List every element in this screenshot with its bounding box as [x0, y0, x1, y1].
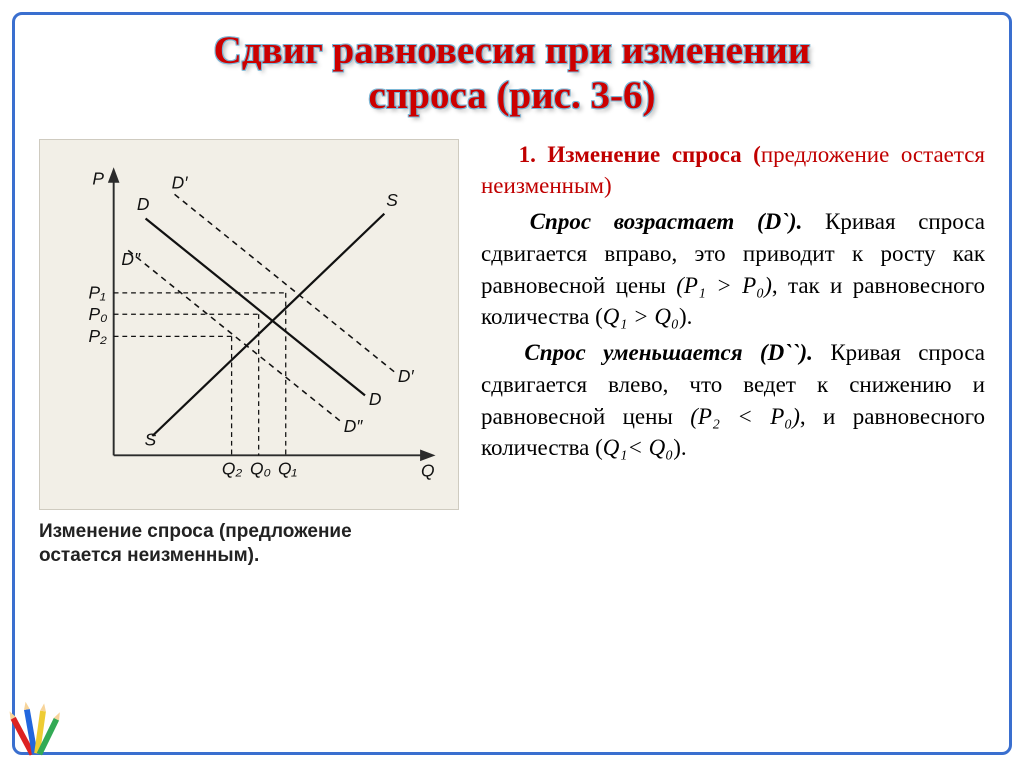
pencils-icon — [2, 697, 70, 765]
label-S-top: S — [386, 190, 398, 210]
p2-end: ). — [679, 304, 692, 329]
label-Q1: Q₁ — [278, 458, 298, 478]
label-Q0: Q₀ — [250, 458, 271, 478]
caption-l1: Изменение спроса (предложение — [39, 521, 352, 542]
label-P1: P₁ — [89, 282, 107, 302]
title-line-2: спроса (рис. 3-6) — [369, 74, 656, 117]
p3-ineq2: Q₁< Q₀ — [603, 435, 673, 460]
label-Dprime-top: D′ — [172, 172, 189, 192]
right-column: 1. Изменение спроса (предложение остаетс… — [481, 139, 985, 468]
label-Q2: Q₂ — [222, 458, 243, 478]
left-column: P Q D D′ D″ S S D D′ D″ P₁ P₀ — [39, 139, 459, 568]
demand-shift-chart: P Q D D′ D″ S S D D′ D″ P₁ P₀ — [46, 146, 452, 504]
paragraph-1: 1. Изменение спроса (предложение остаетс… — [481, 139, 985, 202]
chart-container: P Q D D′ D″ S S D D′ D″ P₁ P₀ — [39, 139, 459, 511]
label-D-top: D — [137, 193, 150, 213]
p2-ineq1: (P₁ > P₀) — [676, 273, 772, 298]
slide-frame: Сдвиг равновесия при изменении спроса (р… — [12, 12, 1012, 755]
p3-ineq1: (P₂ < P₀) — [690, 404, 800, 429]
p2-ineq2: Q₁ > Q₀ — [603, 304, 679, 329]
p3-end: ). — [673, 435, 686, 460]
paragraph-3: Спрос уменьшается (D``). Кривая спроса с… — [481, 337, 985, 464]
slide-title: Сдвиг равновесия при изменении спроса (р… — [39, 29, 985, 119]
chart-caption: Изменение спроса (предложение остается н… — [39, 520, 459, 568]
title-line-1: Сдвиг равновесия при изменении — [214, 29, 811, 72]
axis-label-Q: Q — [421, 460, 435, 480]
label-Ddprime-top: D″ — [121, 249, 141, 269]
caption-l2: остается неизменным). — [39, 545, 259, 566]
p1-lead: 1. Изменение спроса ( — [519, 142, 761, 167]
label-Dprime-bottom: D′ — [398, 366, 415, 386]
label-Ddprime-bottom: D″ — [344, 416, 364, 436]
p2-lead: Спрос возрастает (D`). — [530, 209, 803, 234]
p3-lead: Спрос уменьшается (D``). — [524, 340, 813, 365]
label-D-bottom: D — [369, 389, 382, 409]
label-S-bottom: S — [145, 429, 157, 449]
paragraph-2: Спрос возрастает (D`). Кривая спроса сдв… — [481, 206, 985, 333]
label-P0: P₀ — [89, 304, 108, 324]
label-P2: P₂ — [89, 326, 108, 346]
axis-label-P: P — [92, 168, 104, 188]
content-row: P Q D D′ D″ S S D D′ D″ P₁ P₀ — [39, 139, 985, 568]
